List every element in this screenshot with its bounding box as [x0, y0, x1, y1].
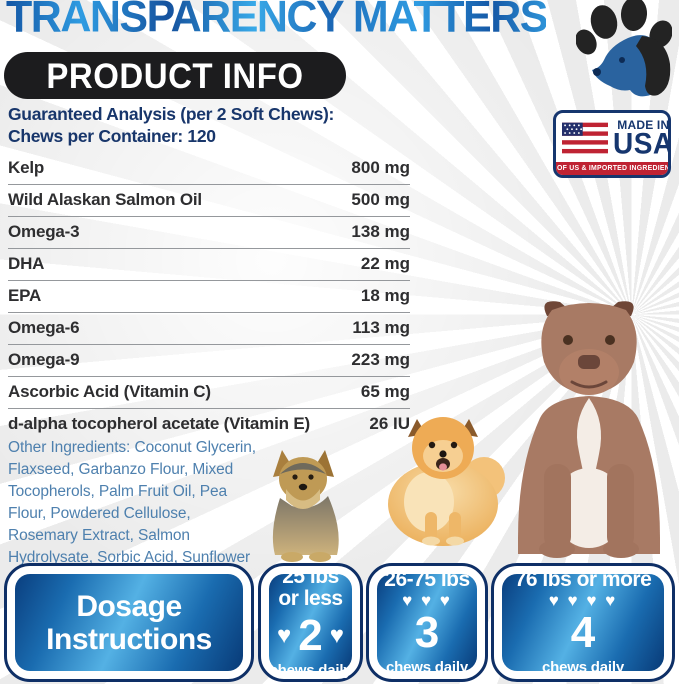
table-row: DHA 22 mg	[8, 249, 410, 281]
chew-count: 4	[570, 607, 596, 657]
pitbull-image	[518, 301, 660, 558]
ingredient-value: 65 mg	[360, 382, 410, 401]
table-row: Wild Alaskan Salmon Oil 500 mg	[8, 185, 410, 217]
dosage-panel-medium-dog-box: 26-75 lbs ♥ ♥ ♥ 3 chews daily	[377, 569, 477, 676]
ingredient-value: 223 mg	[351, 350, 410, 369]
table-row: EPA 18 mg	[8, 281, 410, 313]
chew-count-row: ♥ 2 ♥	[277, 614, 344, 658]
ingredient-value: 18 mg	[360, 286, 410, 305]
weight-range-line1: 26-75 lbs	[384, 568, 470, 592]
guaranteed-analysis-heading: Guaranteed Analysis (per 2 Soft Chews):	[8, 104, 335, 124]
ingredient-value: 26 IU	[369, 414, 410, 433]
table-row: Kelp 800 mg	[8, 153, 410, 185]
weight-range-line1: 25 lbs	[282, 564, 339, 588]
dosage-panel-large-dog: 76 lbs or more ♥ ♥ ♥ ♥ 4 chews daily	[491, 563, 675, 682]
pomeranian-image	[388, 417, 505, 546]
page-title: TRANSPARENCY MATTERS	[6, 0, 548, 41]
ingredient-name: EPA	[8, 286, 42, 305]
weight-range-line1: 76 lbs or more	[514, 568, 652, 592]
heart-icon: ♥	[329, 622, 344, 650]
made-in-usa-badge: MADE IN USA OF US & IMPORTED INGREDIENTS	[553, 110, 671, 178]
table-row: Omega-3 138 mg	[8, 217, 410, 249]
chew-count: 3	[414, 607, 440, 657]
chew-count: 2	[298, 611, 323, 661]
made-in-label: MADE IN	[617, 118, 670, 132]
paw-with-dog-head-icon	[576, 0, 672, 97]
chews-per-container: Chews per Container: 120	[8, 126, 216, 146]
dosage-panel-medium-dog: 26-75 lbs ♥ ♥ ♥ 3 chews daily	[366, 563, 488, 682]
chews-daily-label: chews daily	[541, 658, 624, 676]
product-info-badge: PRODUCT INFO	[4, 52, 346, 99]
table-row: Omega-6 113 mg	[8, 313, 410, 345]
table-row: Ascorbic Acid (Vitamin C) 65 mg	[8, 377, 410, 409]
heart-icon: ♥	[277, 622, 292, 650]
made-in-usa-words: MADE IN USA	[613, 118, 671, 160]
dosage-panel-small-dog: 25 lbs or less ♥ 2 ♥ chews daily	[258, 563, 363, 682]
dosage-instructions-panel: Dosage Instructions	[4, 563, 254, 682]
yorkshire-terrier-image	[272, 450, 339, 562]
dosage-button-line1: Dosage	[76, 589, 182, 623]
ingredient-value: 113 mg	[352, 318, 410, 337]
ingredient-name: DHA	[8, 254, 45, 273]
usa-label: USA	[613, 127, 671, 160]
ingredient-name: Omega-6	[8, 318, 80, 337]
ingredient-name: Ascorbic Acid (Vitamin C)	[8, 382, 211, 401]
made-in-usa-top: MADE IN USA	[556, 113, 668, 162]
table-row: d-alpha tocopherol acetate (Vitamin E) 2…	[8, 409, 410, 440]
ingredient-name: d-alpha tocopherol acetate (Vitamin E)	[8, 414, 310, 433]
heart-icons: ♥ ♥ ♥	[402, 591, 452, 611]
heart-icons: ♥ ♥ ♥ ♥	[548, 591, 618, 611]
chews-daily-label: chews daily	[385, 658, 468, 676]
us-flag-icon	[562, 122, 608, 154]
ingredient-value: 500 mg	[351, 190, 410, 209]
product-info-badge-label: PRODUCT INFO	[46, 54, 304, 95]
usa-ingredients-strip: OF US & IMPORTED INGREDIENTS	[556, 161, 668, 175]
dosage-button-line2: Instructions	[46, 622, 212, 656]
ingredient-value: 22 mg	[360, 254, 410, 273]
ingredient-name: Omega-3	[8, 222, 80, 241]
ingredient-name: Kelp	[8, 158, 45, 177]
dosage-instructions-button: Dosage Instructions	[15, 574, 243, 671]
ingredient-value: 800 mg	[351, 158, 410, 177]
table-row: Omega-9 223 mg	[8, 345, 410, 377]
guaranteed-analysis-table: Kelp 800 mg Wild Alaskan Salmon Oil 500 …	[8, 153, 410, 440]
weight-range-line2: or less	[278, 587, 343, 610]
dosage-panel-large-dog-box: 76 lbs or more ♥ ♥ ♥ ♥ 4 chews daily	[502, 569, 664, 676]
ingredient-name: Wild Alaskan Salmon Oil	[8, 190, 202, 209]
ingredient-name: Omega-9	[8, 350, 80, 369]
dosage-panel-small-dog-box: 25 lbs or less ♥ 2 ♥ chews daily	[269, 565, 352, 679]
ingredient-value: 138 mg	[351, 222, 410, 241]
chews-daily-label: chews daily	[269, 662, 352, 680]
